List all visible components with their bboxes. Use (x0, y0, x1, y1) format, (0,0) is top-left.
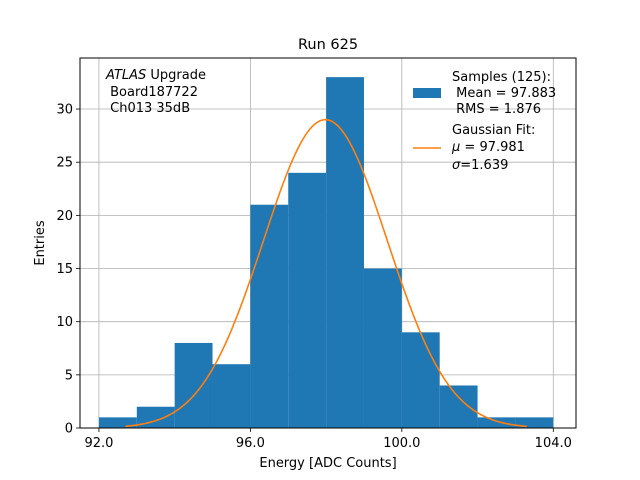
x-axis-ticks: 92.0 96.0 100.0 104.0 (84, 428, 572, 451)
y-tick-label-2: 10 (56, 315, 73, 330)
chart-title: Run 625 (298, 37, 358, 53)
y-tick-label-5: 25 (56, 156, 73, 171)
gaussian-fit-curve (125, 118, 527, 428)
svg-text:σ=1.639: σ=1.639 (452, 158, 508, 173)
histogram-bar-2 (174, 342, 213, 428)
y-axis-ticks: 0 5 10 15 20 25 30 (56, 103, 80, 437)
legend-samples-swatch (413, 88, 441, 98)
legend-sigma-symbol: σ (452, 158, 461, 173)
x-tick-label-2: 100.0 (383, 436, 420, 451)
histogram-bar-7 (363, 268, 402, 428)
histogram-bar-11 (515, 417, 554, 428)
annotation-rest: Upgrade (146, 68, 206, 83)
histogram-bar-4 (250, 204, 289, 428)
annotation-board: Board187722 (106, 85, 198, 100)
legend-sigma-value: =1.639 (460, 158, 508, 173)
atlas-annotation: ATLAS Upgrade Board187722 Ch013 35dB (105, 68, 206, 116)
histogram-bar-1 (136, 406, 175, 428)
legend: Samples (125): Mean = 97.883 RMS = 1.876… (413, 70, 556, 173)
legend-mu-symbol: μ (451, 140, 460, 155)
legend-samples-line2: Mean = 97.883 (452, 86, 556, 101)
legend-samples-line1: Samples (125): (452, 70, 551, 85)
histogram-bar-10 (477, 417, 516, 428)
y-tick-label-3: 15 (56, 262, 73, 277)
svg-text:ATLAS Upgrade: ATLAS Upgrade (105, 68, 206, 83)
y-tick-label-1: 5 (65, 368, 73, 383)
histogram-bar-0 (98, 417, 137, 428)
plot-frame (79, 57, 577, 429)
histogram-bar-8 (401, 332, 440, 428)
annotation-italic: ATLAS (105, 68, 146, 83)
y-tick-label-6: 30 (56, 103, 73, 118)
histogram-bar-9 (439, 385, 478, 428)
x-axis-label: Energy [ADC Counts] (259, 456, 396, 471)
legend-fit-line1: Gaussian Fit: (452, 123, 535, 138)
y-tick-label-0: 0 (65, 422, 73, 437)
x-tick-label-3: 104.0 (535, 436, 572, 451)
x-tick-label-0: 92.0 (84, 436, 113, 451)
svg-text:μ = 97.981: μ = 97.981 (451, 140, 525, 155)
y-axis-label: Entries (33, 220, 48, 266)
legend-samples-line3: RMS = 1.876 (452, 102, 541, 117)
x-tick-label-1: 96.0 (236, 436, 265, 451)
y-tick-label-4: 20 (56, 209, 73, 224)
annotation-channel: Ch013 35dB (106, 101, 190, 116)
legend-mu-value: = 97.981 (460, 140, 525, 155)
histogram-bar-3 (212, 364, 251, 428)
histogram-bar-5 (288, 172, 327, 428)
histogram-bar-6 (326, 77, 364, 428)
